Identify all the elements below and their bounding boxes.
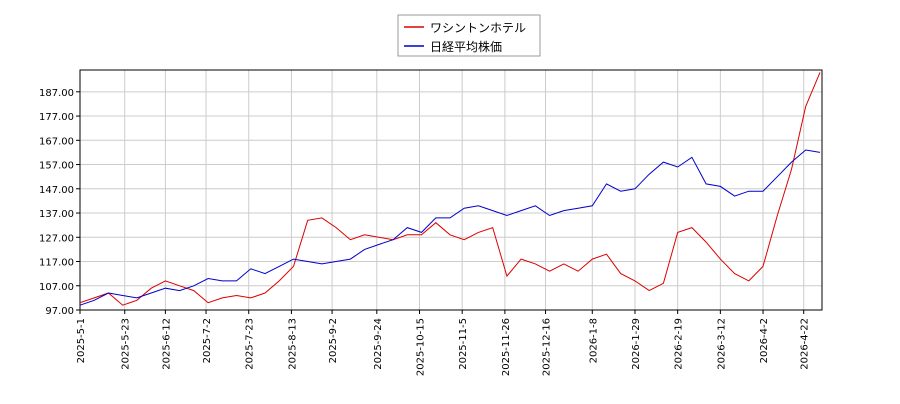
y-tick-label: 187.00 <box>39 88 74 99</box>
legend-label: ワシントンホテル <box>430 21 526 35</box>
y-tick-label: 147.00 <box>39 185 74 196</box>
x-tick-label: 2025-12-16 <box>542 318 553 376</box>
x-tick-label: 2025-7-23 <box>245 318 256 370</box>
x-tick-label: 2026-4-2 <box>759 318 770 363</box>
x-tick-label: 2025-9-24 <box>373 318 384 370</box>
x-tick-label: 2025-10-15 <box>415 318 426 376</box>
x-tick-label: 2025-5-23 <box>121 318 132 370</box>
y-tick-label: 167.00 <box>39 136 74 147</box>
x-tick-label: 2025-8-13 <box>287 318 298 370</box>
y-tick-label: 97.00 <box>45 306 74 317</box>
legend-label: 日経平均株価 <box>430 39 502 54</box>
x-tick-label: 2025-11-5 <box>458 318 469 370</box>
x-tick-label: 2026-1-29 <box>631 318 642 370</box>
x-tick-label: 2025-6-12 <box>161 318 172 370</box>
y-tick-label: 107.00 <box>39 282 74 293</box>
y-tick-label: 177.00 <box>39 112 74 123</box>
x-tick-label: 2026-3-12 <box>716 318 727 370</box>
plot-frame <box>79 69 823 311</box>
x-tick-label: 2025-5-1 <box>76 318 87 363</box>
x-tick-label: 2026-2-19 <box>674 318 685 370</box>
x-tick-label: 2025-7-2 <box>202 318 213 363</box>
y-tick-label: 117.00 <box>39 258 74 269</box>
x-tick-label: 2026-1-8 <box>588 318 599 363</box>
x-tick-label: 2025-11-26 <box>501 318 512 376</box>
y-tick-label: 137.00 <box>39 209 74 220</box>
y-tick-label: 157.00 <box>39 161 74 172</box>
legend-box <box>397 14 541 57</box>
x-tick-label: 2026-4-22 <box>800 318 811 370</box>
series-line <box>79 72 821 306</box>
series-line <box>79 149 821 306</box>
y-tick-label: 127.00 <box>39 233 74 244</box>
x-tick-label: 2025-9-2 <box>328 318 339 363</box>
